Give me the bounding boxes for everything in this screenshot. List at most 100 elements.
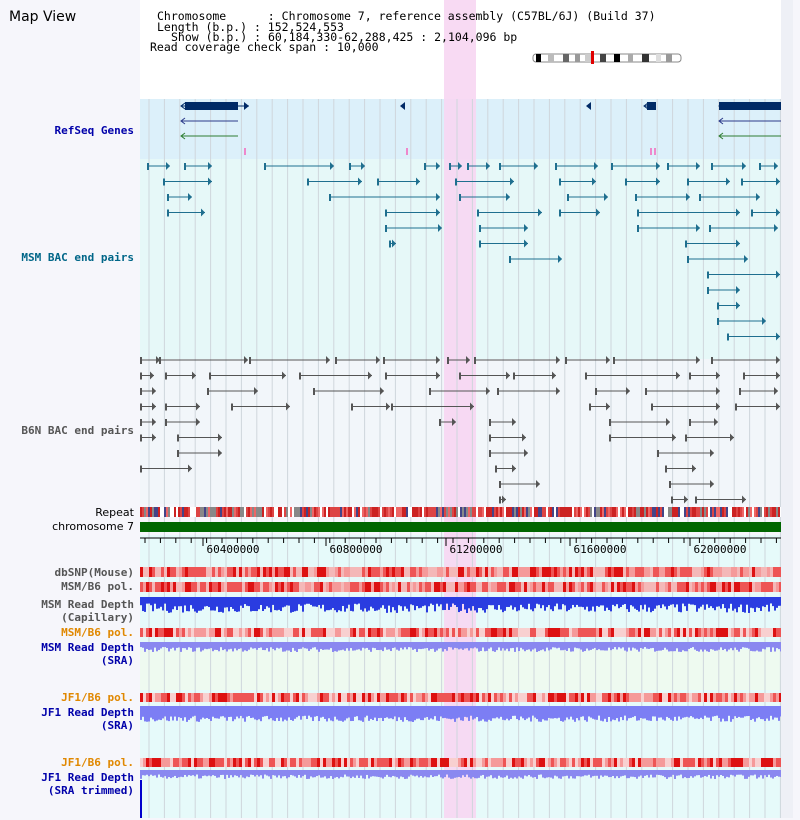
track-label-chromosome[interactable]: chromosome 7 — [52, 520, 134, 533]
depth-bar — [256, 597, 258, 612]
msm-b6-pol-track-2[interactable] — [140, 628, 782, 637]
depth-bar — [148, 770, 150, 777]
depth-bar — [658, 642, 660, 651]
repeat-track[interactable] — [140, 507, 782, 517]
refseq-genes[interactable] — [180, 102, 781, 155]
depth-bar — [342, 597, 344, 606]
depth-bar — [734, 770, 736, 777]
heat-cell — [434, 582, 437, 592]
depth-bar — [412, 597, 414, 606]
track-label-jf1-depth-trimmed[interactable]: JF1 Read Depth (SRA trimmed) — [41, 771, 134, 797]
heat-cell — [668, 567, 671, 577]
jf1-depth-trimmed-track[interactable] — [140, 770, 782, 779]
bac-end-mark — [313, 388, 315, 395]
position-axis[interactable]: 60400000 60800000 61200000 61600000 62000000 — [140, 537, 781, 556]
depth-bar — [380, 770, 382, 778]
msm-bac-pairs[interactable] — [147, 162, 780, 341]
heat-cell — [617, 758, 620, 767]
depth-bar — [382, 597, 384, 606]
heat-cell — [257, 693, 260, 702]
heat-cell — [377, 628, 380, 637]
repeat-block — [444, 507, 446, 517]
msm-depth-sra-track[interactable] — [140, 642, 782, 652]
jf1-depth-sra-track[interactable] — [140, 706, 782, 722]
heat-cell — [629, 582, 632, 592]
repeat-block — [264, 507, 266, 517]
chromosome-track[interactable] — [140, 522, 781, 532]
repeat-block — [522, 507, 524, 517]
heat-cell — [569, 628, 572, 637]
heat-cell — [683, 567, 686, 577]
track-label-msm-depth-capillary[interactable]: MSM Read Depth (Capillary) — [41, 598, 134, 624]
depth-bar — [490, 597, 492, 606]
depth-bar — [680, 770, 682, 775]
heat-cell — [287, 567, 290, 577]
track-label-b6n-bac[interactable]: B6N BAC end pairs — [21, 424, 134, 437]
heat-cell — [179, 567, 182, 577]
msm-b6-pol-track-1[interactable] — [140, 582, 782, 592]
track-label-msm-b6-pol-2[interactable]: MSM/B6 pol. — [61, 626, 134, 639]
depth-bar — [252, 706, 254, 718]
depth-bar — [504, 770, 506, 778]
repeat-block — [760, 507, 762, 517]
bac-end-arrow — [196, 418, 200, 426]
depth-bar — [510, 706, 512, 720]
track-label-msm-depth-sra[interactable]: MSM Read Depth (SRA) — [41, 641, 134, 667]
depth-bar — [646, 642, 648, 649]
heat-cell — [236, 567, 239, 577]
b6n-bac-pairs[interactable] — [140, 356, 780, 504]
depth-bar — [172, 706, 174, 721]
depth-bar — [744, 597, 746, 613]
ideogram-band — [666, 54, 672, 62]
track-label-msm-bac[interactable]: MSM BAC end pairs — [21, 251, 134, 264]
depth-bar — [148, 597, 150, 604]
bac-end-arrow — [522, 433, 526, 442]
depth-bar — [452, 770, 454, 779]
track-label-repeat[interactable]: Repeat — [95, 506, 134, 519]
track-label-jf1-b6-pol-1[interactable]: JF1/B6 pol. — [61, 691, 134, 704]
chromosome-ideogram[interactable] — [532, 51, 682, 64]
repeat-block — [510, 507, 512, 517]
track-label-dbsnp[interactable]: dbSNP(Mouse) — [54, 566, 134, 579]
jf1-b6-pol-track-1[interactable] — [140, 693, 782, 702]
heat-cell — [338, 628, 341, 637]
heat-cell — [524, 628, 527, 637]
heat-cell — [401, 693, 404, 702]
depth-bar — [344, 770, 346, 775]
heat-cell — [152, 693, 155, 702]
depth-bar — [564, 597, 566, 606]
depth-bar — [696, 642, 698, 651]
bac-end-mark — [759, 163, 761, 170]
depth-bar — [242, 706, 244, 719]
depth-bar — [330, 597, 332, 610]
repeat-block — [406, 507, 408, 517]
depth-bar — [258, 642, 260, 648]
heat-cell — [164, 582, 167, 592]
depth-bar — [522, 642, 524, 650]
depth-bar — [174, 706, 176, 717]
heat-cell — [209, 582, 212, 592]
track-label-refseq[interactable]: RefSeq Genes — [54, 124, 134, 137]
depth-bar — [350, 770, 352, 779]
heat-cell — [185, 628, 188, 637]
msm-depth-capillary-track[interactable] — [140, 597, 782, 613]
repeat-block — [578, 507, 580, 517]
depth-bar — [186, 642, 188, 650]
track-label-jf1-depth-sra[interactable]: JF1 Read Depth (SRA) — [41, 706, 134, 732]
repeat-block — [662, 507, 664, 517]
track-label-jf1-b6-pol-2[interactable]: JF1/B6 pol. — [61, 756, 134, 769]
track-label-msm-b6-pol-1[interactable]: MSM/B6 pol. — [61, 580, 134, 593]
depth-bar — [224, 706, 226, 718]
bac-end-arrow — [524, 224, 528, 232]
depth-bar — [570, 642, 572, 652]
depth-bar — [170, 642, 172, 649]
bac-end-mark — [709, 225, 711, 232]
repeat-block — [276, 507, 278, 517]
depth-bar — [598, 770, 600, 779]
repeat-block — [256, 507, 258, 517]
jf1-b6-pol-track-2[interactable] — [140, 758, 782, 767]
heat-cell — [206, 758, 209, 767]
heat-cell — [416, 628, 419, 637]
dbsnp-track[interactable] — [140, 567, 782, 577]
